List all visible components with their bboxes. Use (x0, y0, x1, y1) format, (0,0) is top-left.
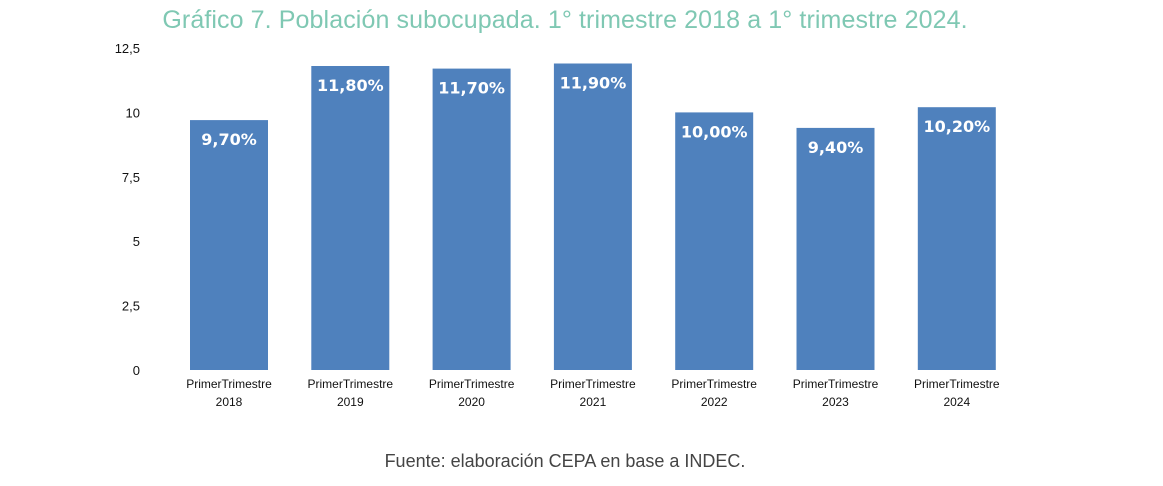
y-tick-label: 12,5 (115, 41, 140, 56)
x-category-label: PrimerTrimestre (550, 377, 636, 391)
bar (553, 63, 632, 370)
x-category-label: 2022 (701, 395, 728, 409)
bar (311, 66, 390, 370)
bar (190, 120, 268, 370)
y-tick-label: 2,5 (122, 299, 140, 314)
y-tick-label: 7,5 (122, 170, 140, 185)
x-category-label: 2020 (458, 395, 485, 409)
bar-data-label: 9,70% (201, 130, 257, 149)
bar-data-label: 11,80% (317, 76, 384, 95)
chart-title: Gráfico 7. Población subocupada. 1° trim… (162, 6, 968, 34)
x-category-label: 2023 (822, 395, 849, 409)
x-category-label: PrimerTrimestre (429, 377, 515, 391)
y-tick-label: 0 (133, 363, 140, 378)
bar (675, 112, 754, 371)
x-category-label: 2018 (216, 395, 243, 409)
data-labels-group: 9,70% 11,80% 11,70% 11,90% 10,00% 9,40% 10,20% (201, 74, 990, 157)
bar-data-label: 9,40% (808, 138, 864, 157)
y-tick-label: 5 (133, 234, 140, 249)
bar-data-label: 11,90% (560, 74, 627, 93)
x-category-label: PrimerTrimestre (308, 377, 394, 391)
category-labels-group: PrimerTrimestre 2018 PrimerTrimestre 2019 Pr… (186, 377, 1000, 409)
source-note: Fuente: elaboración CEPA en base a INDEC… (384, 451, 746, 471)
bar (432, 68, 511, 370)
bar-data-label: 11,70% (438, 79, 505, 98)
x-category-label: PrimerTrimestre (671, 377, 757, 391)
x-category-label: 2021 (580, 395, 607, 409)
bar-data-label: 10,00% (681, 122, 748, 141)
bar (796, 127, 875, 371)
bar-data-label: 10,20% (923, 117, 990, 136)
x-category-label: PrimerTrimestre (186, 377, 272, 391)
y-tick-label: 10 (126, 105, 140, 120)
x-category-label: 2024 (943, 395, 970, 409)
bar-chart: 0 2,5 5 7,5 10 12,5 9,70% 11,80% 11,70% 11,90% 10… (115, 41, 1000, 409)
bars-group (190, 63, 996, 371)
x-category-label: PrimerTrimestre (793, 377, 879, 391)
bar (917, 107, 996, 370)
y-axis-tick-labels: 0 2,5 5 7,5 10 12,5 (115, 41, 140, 378)
x-category-label: 2019 (337, 395, 364, 409)
x-category-label: PrimerTrimestre (914, 377, 1000, 391)
